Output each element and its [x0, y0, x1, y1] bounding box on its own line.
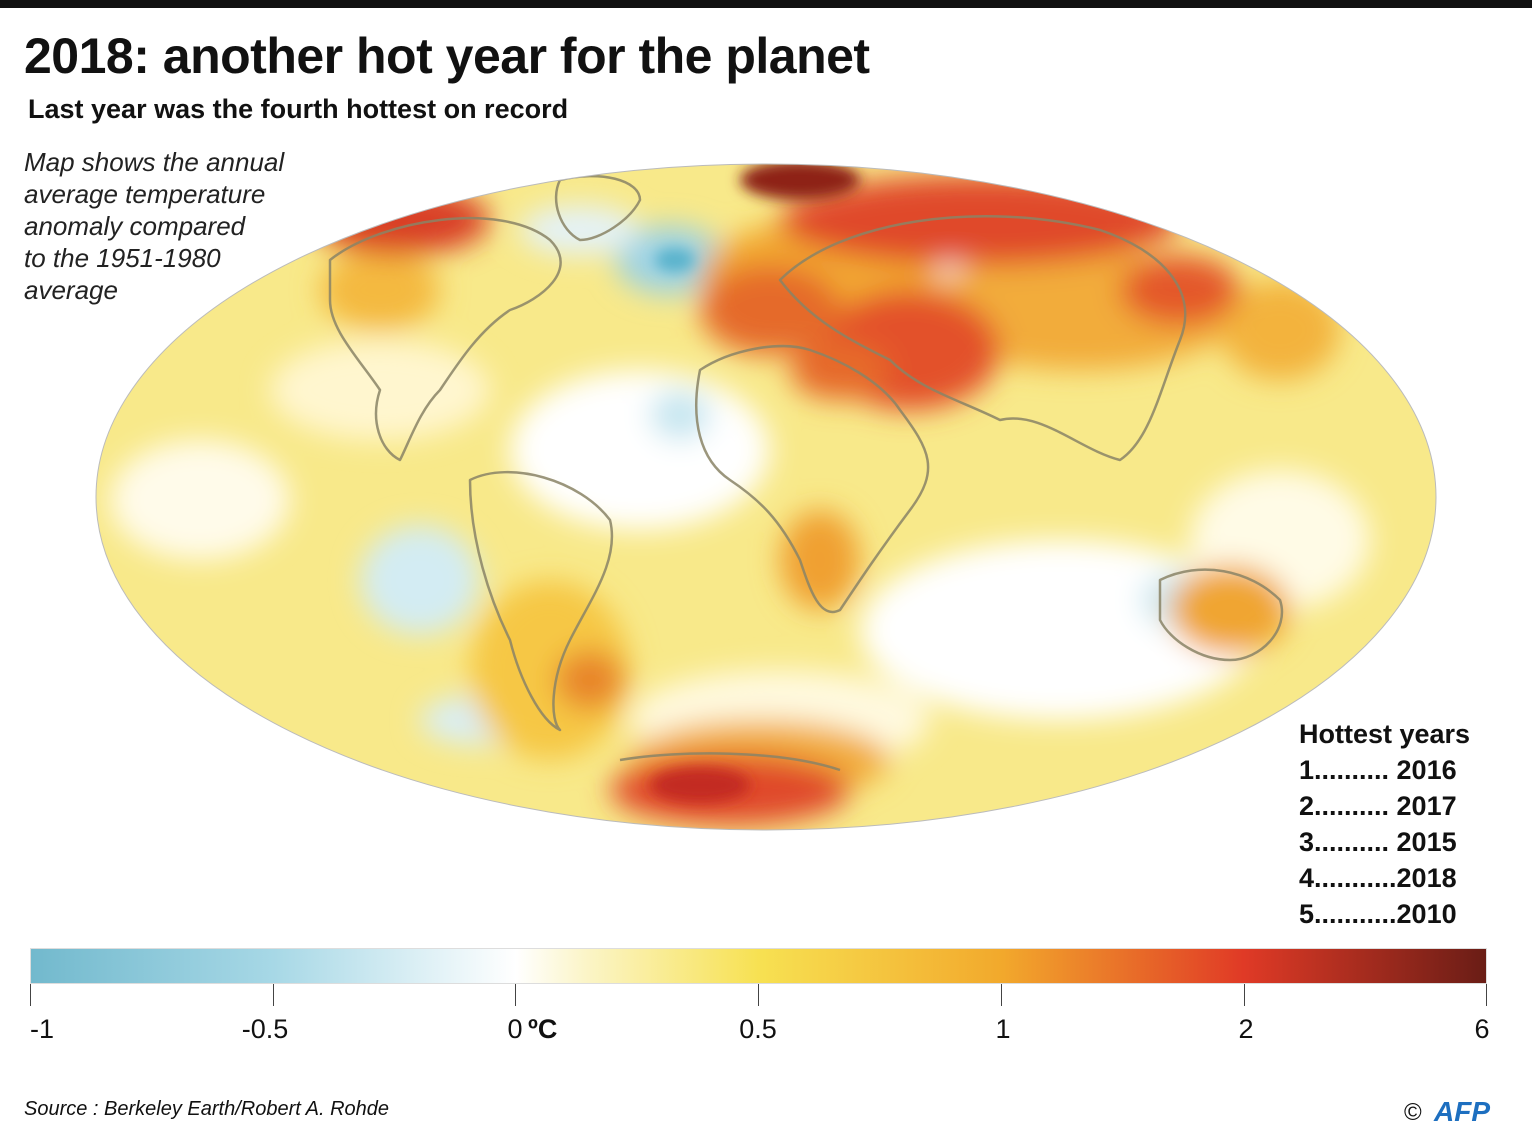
page-subtitle: Last year was the fourth hottest on reco…	[28, 94, 569, 124]
cool-anomaly	[650, 390, 710, 440]
warm-anomaly	[470, 580, 630, 760]
scale-tick	[1001, 984, 1002, 1006]
hot-anomaly	[310, 185, 490, 255]
scale-tick-label: 0	[507, 1014, 523, 1044]
scale-tick	[1244, 984, 1245, 1006]
cool-anomaly	[360, 525, 480, 635]
map-note-line: anomaly compared	[24, 211, 246, 241]
coast-antarctica	[619, 752, 841, 772]
afp-logo-text: AFP	[1433, 1096, 1490, 1126]
warm-anomaly	[555, 650, 625, 710]
scale-tick	[30, 984, 31, 1006]
hottest-year-row: 5...........2010	[1299, 899, 1457, 929]
hottest-year-row: 3.......... 2015	[1299, 827, 1457, 857]
map-note-line: to the 1951-1980	[24, 243, 221, 273]
warm-anomaly	[1220, 280, 1340, 380]
copyright-symbol: ©	[1404, 1099, 1422, 1126]
top-rule	[0, 0, 1532, 8]
cool-core	[655, 248, 695, 272]
source-credit: Source : Berkeley Earth/Robert A. Rohde	[24, 1098, 389, 1120]
page-title: 2018: another hot year for the planet	[24, 28, 870, 84]
hot-anomaly	[790, 340, 890, 400]
warm-anomaly	[1170, 565, 1290, 655]
map-note-line: Map shows the annual	[24, 147, 285, 177]
map-note-line: average temperature	[24, 179, 266, 209]
coast-australia	[1158, 568, 1284, 662]
neutral-zone	[510, 370, 770, 530]
hottest-year-row: 4...........2018	[1299, 863, 1457, 893]
scale-tick-label: 6	[1474, 1014, 1490, 1044]
color-scale-bar	[30, 948, 1487, 984]
extreme-anomaly	[650, 767, 750, 803]
scale-tick-label: 0.5	[739, 1014, 777, 1044]
afp-logo-icon: AFP	[1433, 1096, 1490, 1126]
cool-anomaly	[520, 205, 640, 255]
extreme-anomaly	[740, 164, 860, 200]
coast-greenland	[554, 174, 642, 242]
temperature-anomaly-map	[95, 163, 1437, 831]
scale-unit: ºC	[528, 1014, 558, 1044]
scale-tick-label: 1	[995, 1014, 1011, 1044]
globe-outline	[95, 163, 1437, 831]
warm-anomaly	[320, 250, 440, 330]
hot-anomaly	[700, 265, 840, 355]
hottest-year-row: 1.......... 2016	[1299, 755, 1457, 785]
scale-tick	[1486, 984, 1487, 1006]
coast-south-america	[468, 471, 614, 732]
map-note: Map shows the annual average temperature…	[24, 146, 344, 306]
scale-tick-label: -1	[29, 1014, 54, 1044]
scale-tick	[758, 984, 759, 1006]
hottest-years-title: Hottest years	[1299, 719, 1471, 749]
scale-tick	[273, 984, 274, 1006]
coast-asia	[778, 214, 1187, 462]
coast-europe-africa	[695, 344, 930, 614]
hottest-years-list: Hottest years 1.......... 2016 2........…	[1299, 716, 1499, 932]
scale-tick-label: 2	[1238, 1014, 1254, 1044]
warm-anomaly	[780, 510, 860, 610]
neutral-zone	[110, 440, 290, 560]
scale-tick-label: -0.5	[241, 1014, 289, 1044]
coast-north-america	[328, 216, 562, 462]
scale-tick	[515, 984, 516, 1006]
hottest-year-row: 2.......... 2017	[1299, 791, 1457, 821]
map-note-line: average	[24, 275, 118, 305]
